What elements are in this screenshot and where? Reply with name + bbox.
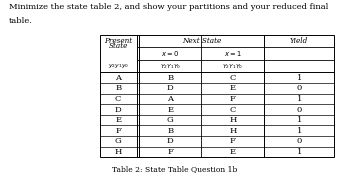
Text: Yield: Yield	[290, 37, 308, 45]
Text: $x=1$: $x=1$	[224, 49, 242, 58]
Text: C: C	[115, 95, 121, 103]
Text: G: G	[115, 137, 121, 145]
Text: E: E	[167, 106, 173, 113]
Text: D: D	[167, 84, 174, 92]
Text: B: B	[115, 84, 121, 92]
Text: F: F	[167, 148, 173, 156]
Text: 0: 0	[297, 137, 302, 145]
Text: Present: Present	[104, 37, 132, 45]
Text: 0: 0	[297, 106, 302, 113]
Text: 1: 1	[296, 116, 302, 124]
Text: C: C	[230, 106, 236, 113]
Text: G: G	[167, 116, 174, 124]
Text: Minimize the state table 2, and show your partitions and your reduced final: Minimize the state table 2, and show you…	[9, 3, 328, 11]
Text: $Y_2Y_1Y_0$: $Y_2Y_1Y_0$	[222, 62, 244, 71]
Text: H: H	[114, 148, 122, 156]
Text: C: C	[230, 74, 236, 82]
Text: table.: table.	[9, 17, 33, 25]
Text: E: E	[230, 84, 236, 92]
Text: $Y_2Y_1Y_0$: $Y_2Y_1Y_0$	[160, 62, 181, 71]
Text: State: State	[108, 42, 128, 50]
Text: E: E	[230, 148, 236, 156]
Text: Next State: Next State	[182, 37, 222, 45]
Text: D: D	[115, 106, 121, 113]
Text: D: D	[167, 137, 174, 145]
Text: 0: 0	[297, 84, 302, 92]
Text: B: B	[167, 74, 173, 82]
Text: 1: 1	[296, 74, 302, 82]
Text: Table 2: State Table Question 1b: Table 2: State Table Question 1b	[112, 165, 238, 173]
Text: F: F	[230, 95, 236, 103]
Text: $x=0$: $x=0$	[161, 49, 180, 58]
Text: 1: 1	[296, 95, 302, 103]
Text: F: F	[230, 137, 236, 145]
Text: B: B	[167, 127, 173, 135]
Text: E: E	[115, 116, 121, 124]
Text: F: F	[115, 127, 121, 135]
Text: $y_2y_1y_0$: $y_2y_1y_0$	[107, 62, 129, 70]
Text: A: A	[115, 74, 121, 82]
Text: 1: 1	[296, 127, 302, 135]
Bar	[100, 35, 334, 157]
Text: A: A	[167, 95, 173, 103]
Text: H: H	[229, 127, 237, 135]
Text: H: H	[229, 116, 237, 124]
Text: 1: 1	[296, 148, 302, 156]
